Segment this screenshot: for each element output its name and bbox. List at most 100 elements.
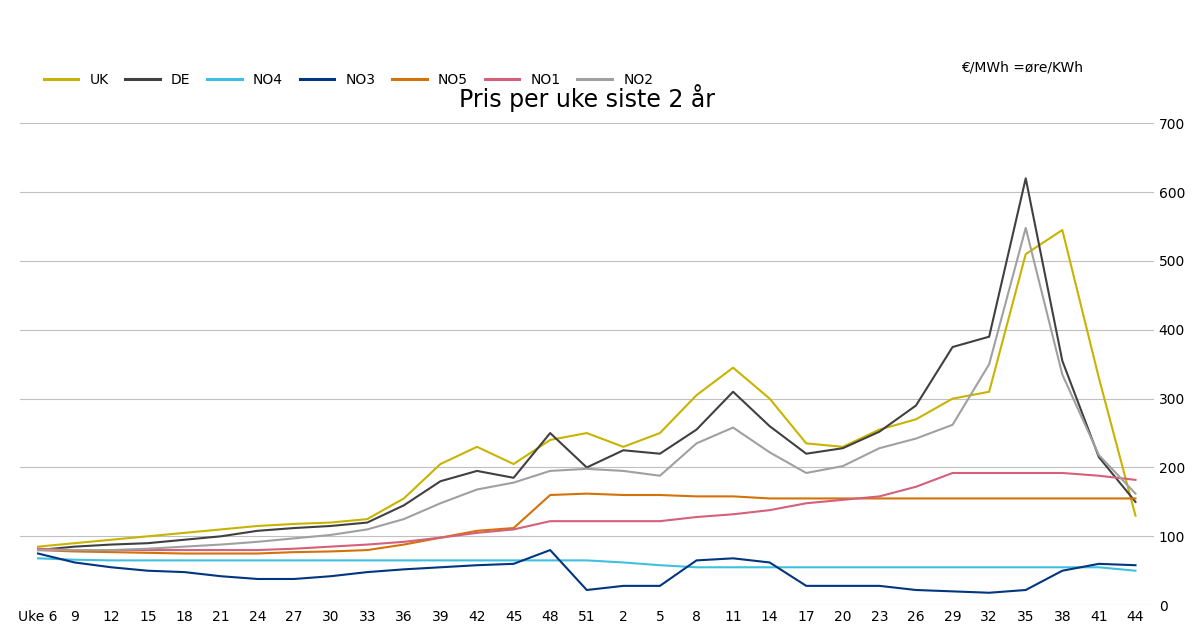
UK xyxy=(178,529,192,537)
DE xyxy=(360,519,374,527)
NO1 xyxy=(140,546,155,554)
NO3 xyxy=(908,586,923,594)
DE xyxy=(1128,498,1142,505)
NO2 xyxy=(397,515,412,523)
NO2 xyxy=(31,546,46,554)
NO5 xyxy=(140,549,155,557)
NO5 xyxy=(689,493,703,500)
UK xyxy=(689,391,703,399)
NO4 xyxy=(653,562,667,569)
UK xyxy=(946,395,960,403)
NO5 xyxy=(251,550,265,557)
NO3 xyxy=(1019,586,1033,594)
DE xyxy=(287,524,301,532)
NO5 xyxy=(872,495,887,502)
NO5 xyxy=(470,527,485,535)
NO2 xyxy=(470,486,485,493)
Legend: UK, DE, NO4, NO3, NO5, NO1, NO2: UK, DE, NO4, NO3, NO5, NO1, NO2 xyxy=(38,68,659,93)
NO5 xyxy=(31,546,46,554)
NO1 xyxy=(616,518,630,525)
NO5 xyxy=(762,495,776,502)
UK xyxy=(506,460,521,468)
DE xyxy=(762,422,776,430)
NO2 xyxy=(251,538,265,546)
NO4 xyxy=(360,557,374,564)
UK xyxy=(653,429,667,437)
NO5 xyxy=(360,546,374,554)
DE xyxy=(726,388,740,396)
NO5 xyxy=(1092,495,1106,502)
NO4 xyxy=(140,557,155,564)
NO5 xyxy=(799,495,814,502)
NO2 xyxy=(908,435,923,442)
NO1 xyxy=(433,534,448,541)
NO4 xyxy=(324,557,338,564)
NO3 xyxy=(616,582,630,590)
NO3 xyxy=(689,557,703,564)
DE xyxy=(1019,174,1033,182)
NO3 xyxy=(214,573,228,580)
NO4 xyxy=(726,564,740,571)
NO2 xyxy=(506,479,521,486)
UK xyxy=(542,436,557,443)
DE xyxy=(214,532,228,540)
NO4 xyxy=(67,556,82,564)
UK xyxy=(726,364,740,371)
NO2 xyxy=(1128,490,1142,498)
NO1 xyxy=(835,496,850,504)
NO5 xyxy=(67,548,82,555)
NO1 xyxy=(178,546,192,554)
NO5 xyxy=(946,495,960,502)
DE xyxy=(542,429,557,437)
NO3 xyxy=(872,582,887,590)
NO2 xyxy=(580,465,594,473)
NO3 xyxy=(506,560,521,567)
NO4 xyxy=(1019,564,1033,571)
DE xyxy=(946,343,960,351)
NO4 xyxy=(104,557,119,564)
NO3 xyxy=(470,562,485,569)
NO2 xyxy=(616,467,630,475)
NO1 xyxy=(908,483,923,491)
DE xyxy=(616,447,630,454)
NO3 xyxy=(580,586,594,594)
Line: NO1: NO1 xyxy=(38,473,1135,550)
NO1 xyxy=(397,538,412,546)
NO4 xyxy=(1128,567,1142,574)
NO5 xyxy=(1128,495,1142,502)
NO1 xyxy=(104,546,119,554)
NO2 xyxy=(835,462,850,470)
NO3 xyxy=(360,568,374,576)
NO2 xyxy=(872,444,887,452)
NO5 xyxy=(726,493,740,500)
NO1 xyxy=(872,493,887,500)
NO5 xyxy=(653,491,667,499)
NO4 xyxy=(799,564,814,571)
NO3 xyxy=(31,550,46,557)
NO3 xyxy=(1092,560,1106,567)
UK xyxy=(287,520,301,528)
UK xyxy=(140,532,155,540)
Line: NO2: NO2 xyxy=(38,228,1135,550)
DE xyxy=(251,527,265,535)
NO4 xyxy=(1092,564,1106,571)
UK xyxy=(324,519,338,527)
NO1 xyxy=(1019,469,1033,477)
NO4 xyxy=(470,557,485,564)
NO3 xyxy=(653,582,667,590)
NO5 xyxy=(908,495,923,502)
NO3 xyxy=(835,582,850,590)
Line: NO3: NO3 xyxy=(38,550,1135,593)
NO2 xyxy=(67,546,82,554)
NO3 xyxy=(287,575,301,583)
UK xyxy=(470,443,485,450)
Title: Pris per uke siste 2 år: Pris per uke siste 2 år xyxy=(458,84,715,112)
DE xyxy=(653,450,667,458)
NO1 xyxy=(762,506,776,514)
DE xyxy=(1092,453,1106,461)
NO5 xyxy=(542,491,557,499)
NO5 xyxy=(1055,495,1069,502)
NO1 xyxy=(506,526,521,534)
NO5 xyxy=(835,495,850,502)
NO2 xyxy=(762,449,776,456)
